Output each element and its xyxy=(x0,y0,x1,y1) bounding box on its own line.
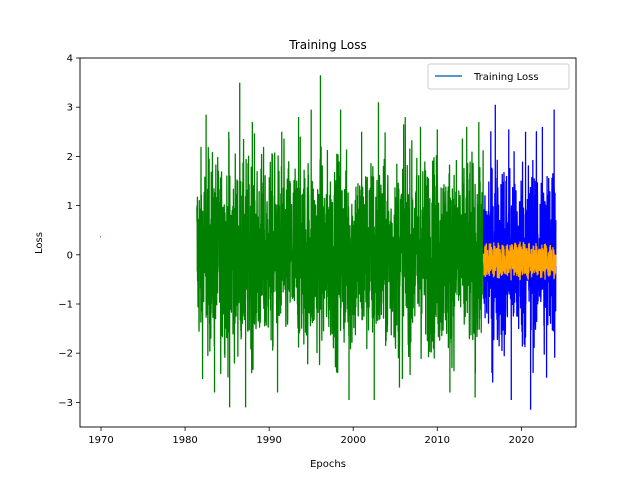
y-tick-label: 3 xyxy=(67,103,73,114)
y-axis-label: Loss xyxy=(34,232,45,254)
legend: Training Loss xyxy=(427,63,570,90)
axes-frame xyxy=(79,57,577,428)
x-tick-label: 2010 xyxy=(425,435,450,446)
x-tick-label: 1970 xyxy=(88,435,113,446)
x-axis-label: Epochs xyxy=(310,459,346,470)
x-tick-label: 1980 xyxy=(172,435,197,446)
y-tick-label: 4 xyxy=(67,54,73,65)
series-layer xyxy=(100,75,557,410)
series-line-orange xyxy=(482,241,557,281)
y-tick-label: 0 xyxy=(67,250,73,261)
y-axis-ticks: −3 −2 −1 0 1 2 3 4 xyxy=(58,54,80,409)
y-tick-label: −1 xyxy=(58,300,73,311)
series-line-blue xyxy=(482,104,557,410)
series-line-green xyxy=(196,75,485,408)
x-tick-label: 2000 xyxy=(340,435,365,446)
y-tick-label: 1 xyxy=(67,201,73,212)
chart-title: Training Loss xyxy=(288,38,366,52)
legend-label: Training Loss xyxy=(473,72,539,83)
legend-box xyxy=(427,63,570,90)
y-tick-label: −2 xyxy=(58,349,73,360)
x-tick-label: 1990 xyxy=(256,435,281,446)
y-tick-label: 2 xyxy=(67,152,73,163)
x-axis-ticks: 1970 1980 1990 2000 2010 2020 xyxy=(88,427,534,446)
y-tick-label: −3 xyxy=(58,398,73,409)
x-tick-label: 2020 xyxy=(509,435,534,446)
